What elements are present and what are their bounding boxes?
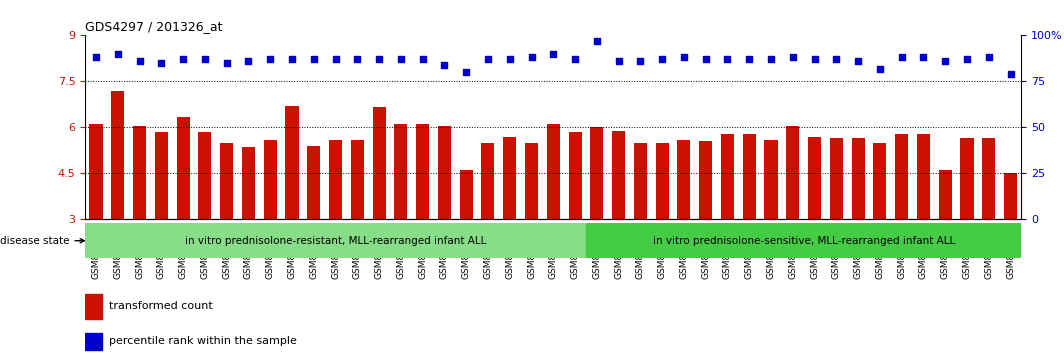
- Bar: [591, 127, 603, 219]
- Bar: [547, 124, 560, 219]
- Bar: [154, 132, 168, 219]
- Point: [262, 57, 279, 62]
- Point: [653, 57, 670, 62]
- Point: [414, 57, 431, 62]
- Point: [632, 58, 649, 64]
- Bar: [721, 133, 734, 219]
- Point: [131, 58, 148, 64]
- Bar: [372, 108, 385, 219]
- Point: [915, 55, 932, 60]
- Point: [676, 55, 693, 60]
- Bar: [438, 126, 451, 219]
- Bar: [874, 143, 886, 219]
- Bar: [808, 137, 821, 219]
- Bar: [917, 133, 930, 219]
- Point: [436, 62, 453, 68]
- Point: [239, 58, 256, 64]
- Bar: [198, 132, 212, 219]
- Point: [545, 51, 562, 57]
- Bar: [699, 141, 712, 219]
- Bar: [982, 138, 995, 219]
- Bar: [395, 124, 408, 219]
- Bar: [851, 138, 865, 219]
- Text: in vitro prednisolone-resistant, MLL-rearranged infant ALL: in vitro prednisolone-resistant, MLL-rea…: [185, 236, 486, 246]
- Point: [959, 57, 976, 62]
- Bar: [351, 140, 364, 219]
- Text: transformed count: transformed count: [109, 301, 213, 311]
- Bar: [329, 140, 342, 219]
- Bar: [765, 140, 778, 219]
- Text: in vitro prednisolone-sensitive, MLL-rearranged infant ALL: in vitro prednisolone-sensitive, MLL-rea…: [652, 236, 954, 246]
- Bar: [503, 137, 516, 219]
- Point: [480, 57, 497, 62]
- Bar: [525, 143, 538, 219]
- Bar: [1004, 173, 1017, 219]
- Bar: [678, 140, 691, 219]
- Bar: [895, 133, 909, 219]
- Bar: [177, 117, 189, 219]
- Point: [697, 57, 714, 62]
- Point: [501, 57, 518, 62]
- Text: GDS4297 / 201326_at: GDS4297 / 201326_at: [85, 20, 222, 33]
- Point: [458, 69, 475, 75]
- Point: [370, 57, 387, 62]
- Point: [523, 55, 541, 60]
- Bar: [655, 143, 668, 219]
- Bar: [961, 138, 974, 219]
- Point: [305, 57, 322, 62]
- Bar: [634, 143, 647, 219]
- Point: [588, 38, 605, 44]
- Bar: [85, 294, 102, 319]
- Point: [174, 57, 192, 62]
- Point: [218, 60, 235, 66]
- Bar: [586, 223, 1021, 258]
- Point: [719, 57, 736, 62]
- Point: [1002, 71, 1019, 77]
- Bar: [264, 140, 277, 219]
- Point: [610, 58, 627, 64]
- Point: [807, 57, 824, 62]
- Point: [87, 55, 104, 60]
- Bar: [285, 106, 299, 219]
- Point: [936, 58, 953, 64]
- Point: [871, 66, 888, 72]
- Bar: [830, 138, 843, 219]
- Point: [349, 57, 366, 62]
- Bar: [786, 126, 799, 219]
- Bar: [133, 126, 146, 219]
- Point: [980, 55, 997, 60]
- Bar: [416, 124, 429, 219]
- Point: [393, 57, 410, 62]
- Bar: [220, 143, 233, 219]
- Bar: [743, 133, 755, 219]
- Bar: [242, 147, 255, 219]
- Bar: [307, 146, 320, 219]
- Point: [893, 55, 910, 60]
- Point: [850, 58, 867, 64]
- Point: [566, 57, 583, 62]
- Point: [197, 57, 214, 62]
- Point: [153, 60, 170, 66]
- Bar: [85, 223, 586, 258]
- Bar: [612, 131, 626, 219]
- Bar: [938, 170, 952, 219]
- Point: [327, 57, 344, 62]
- Bar: [460, 170, 472, 219]
- Point: [784, 55, 801, 60]
- Bar: [85, 333, 102, 350]
- Point: [110, 51, 127, 57]
- Point: [283, 57, 300, 62]
- Point: [741, 57, 758, 62]
- Text: disease state: disease state: [0, 236, 84, 246]
- Text: percentile rank within the sample: percentile rank within the sample: [109, 336, 297, 346]
- Point: [828, 57, 845, 62]
- Point: [763, 57, 780, 62]
- Bar: [112, 91, 124, 219]
- Bar: [481, 143, 495, 219]
- Bar: [89, 124, 102, 219]
- Bar: [568, 132, 582, 219]
